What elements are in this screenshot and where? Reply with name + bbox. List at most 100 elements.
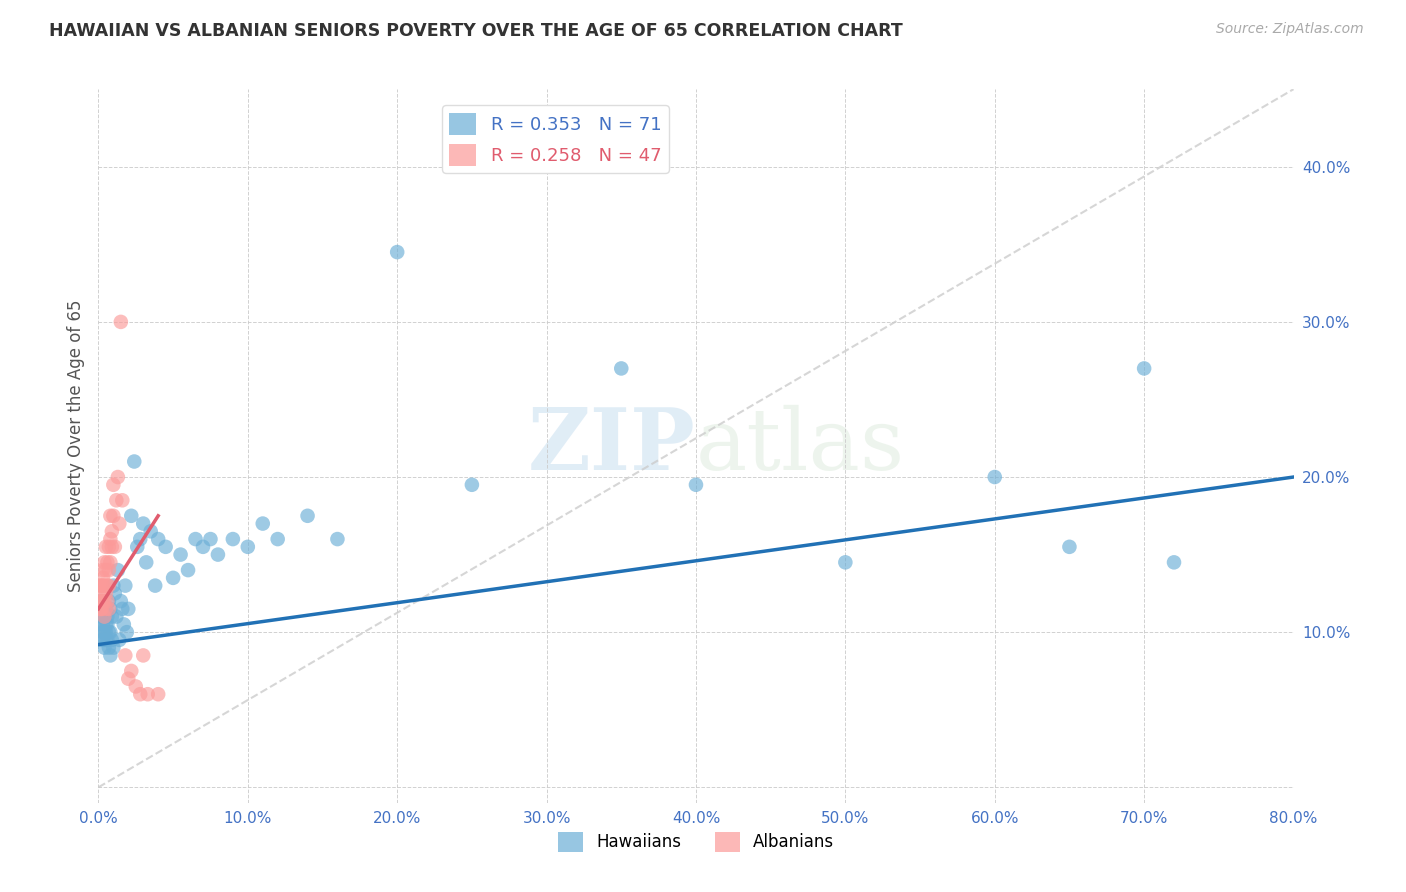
Hawaiians (97, 640, 120, 655)
Text: HAWAIIAN VS ALBANIAN SENIORS POVERTY OVER THE AGE OF 65 CORRELATION CHART: HAWAIIAN VS ALBANIAN SENIORS POVERTY OVE… (49, 22, 903, 40)
Albanians (90, 602, 112, 616)
Hawaiians (104, 586, 127, 600)
Hawaiians (162, 571, 184, 585)
Hawaiians (94, 632, 117, 647)
Albanians (94, 563, 117, 577)
Hawaiians (984, 470, 1007, 484)
Hawaiians (191, 540, 214, 554)
Albanians (111, 493, 134, 508)
Hawaiians (96, 617, 118, 632)
Albanians (132, 648, 155, 663)
Hawaiians (91, 632, 114, 647)
Albanians (98, 555, 122, 569)
Albanians (107, 470, 129, 484)
Hawaiians (297, 508, 319, 523)
Hawaiians (610, 361, 633, 376)
Albanians (96, 555, 118, 569)
Albanians (101, 540, 124, 554)
Albanians (104, 540, 127, 554)
Albanians (89, 602, 111, 616)
Hawaiians (94, 602, 117, 616)
Hawaiians (97, 625, 120, 640)
Hawaiians (91, 625, 114, 640)
Albanians (90, 602, 112, 616)
Hawaiians (98, 602, 122, 616)
Albanians (125, 680, 148, 694)
Hawaiians (94, 617, 117, 632)
Hawaiians (110, 594, 132, 608)
Hawaiians (148, 532, 170, 546)
Hawaiians (143, 579, 166, 593)
Albanians (97, 563, 120, 577)
Albanians (105, 493, 128, 508)
Hawaiians (93, 625, 115, 640)
Albanians (96, 579, 118, 593)
Albanians (94, 602, 117, 616)
Hawaiians (111, 602, 134, 616)
Text: atlas: atlas (696, 404, 905, 488)
Hawaiians (326, 532, 349, 546)
Albanians (93, 594, 115, 608)
Hawaiians (127, 540, 149, 554)
Hawaiians (200, 532, 222, 546)
Hawaiians (252, 516, 274, 531)
Hawaiians (90, 632, 112, 647)
Albanians (89, 579, 111, 593)
Y-axis label: Seniors Poverty Over the Age of 65: Seniors Poverty Over the Age of 65 (66, 300, 84, 592)
Albanians (90, 579, 112, 593)
Albanians (136, 687, 159, 701)
Hawaiians (103, 640, 125, 655)
Hawaiians (89, 617, 111, 632)
Hawaiians (222, 532, 245, 546)
Albanians (103, 508, 125, 523)
Hawaiians (461, 477, 484, 491)
Hawaiians (385, 245, 409, 260)
Hawaiians (108, 632, 131, 647)
Hawaiians (105, 609, 128, 624)
Hawaiians (94, 625, 117, 640)
Hawaiians (177, 563, 200, 577)
Albanians (103, 477, 125, 491)
Hawaiians (98, 648, 122, 663)
Albanians (91, 571, 114, 585)
Hawaiians (103, 579, 125, 593)
Hawaiians (1163, 555, 1185, 569)
Albanians (96, 594, 118, 608)
Hawaiians (236, 540, 259, 554)
Albanians (97, 602, 120, 616)
Hawaiians (834, 555, 856, 569)
Hawaiians (169, 548, 191, 562)
Albanians (94, 586, 117, 600)
Albanians (90, 594, 112, 608)
Legend: Hawaiians, Albanians: Hawaiians, Albanians (551, 825, 841, 859)
Albanians (91, 579, 114, 593)
Hawaiians (117, 602, 139, 616)
Albanians (97, 579, 120, 593)
Hawaiians (685, 477, 707, 491)
Albanians (108, 516, 131, 531)
Albanians (148, 687, 170, 701)
Hawaiians (124, 454, 146, 468)
Hawaiians (139, 524, 162, 539)
Albanians (91, 594, 114, 608)
Hawaiians (184, 532, 207, 546)
Text: Source: ZipAtlas.com: Source: ZipAtlas.com (1216, 22, 1364, 37)
Hawaiians (207, 548, 229, 562)
Albanians (93, 579, 115, 593)
Albanians (117, 672, 139, 686)
Hawaiians (1059, 540, 1081, 554)
Hawaiians (91, 617, 114, 632)
Albanians (94, 540, 117, 554)
Albanians (129, 687, 152, 701)
Hawaiians (97, 594, 120, 608)
Albanians (93, 609, 115, 624)
Hawaiians (90, 594, 112, 608)
Hawaiians (96, 609, 118, 624)
Albanians (89, 586, 111, 600)
Hawaiians (267, 532, 290, 546)
Hawaiians (93, 640, 115, 655)
Hawaiians (93, 609, 115, 624)
Hawaiians (91, 602, 114, 616)
Albanians (114, 648, 136, 663)
Hawaiians (1133, 361, 1156, 376)
